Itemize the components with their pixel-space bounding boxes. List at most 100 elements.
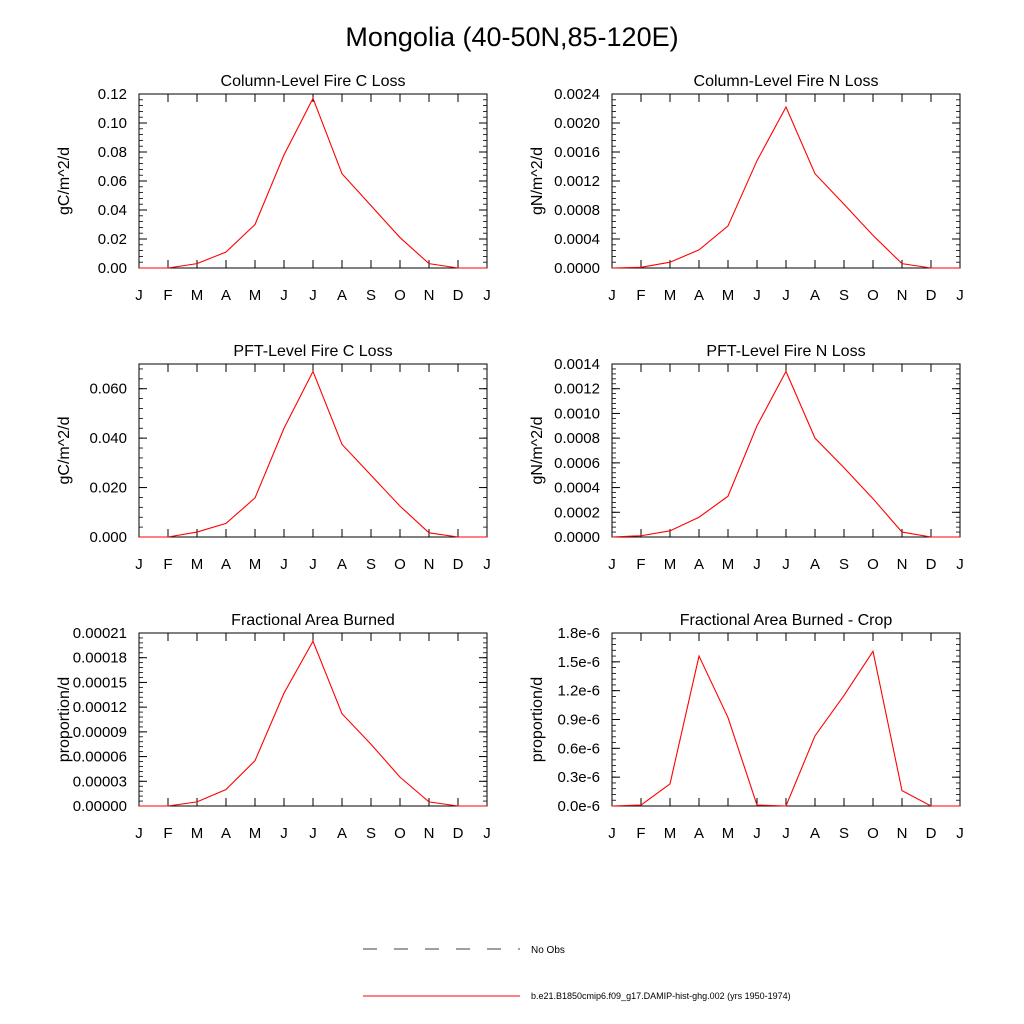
x-tick-label: A xyxy=(221,825,231,842)
y-axis-label: proportion/d xyxy=(529,677,546,762)
x-tick-label: J xyxy=(309,825,317,842)
x-tick-label: A xyxy=(694,556,704,573)
x-tick-label: M xyxy=(191,287,204,304)
x-tick-label: J xyxy=(483,287,491,304)
x-tick-label: A xyxy=(694,825,704,842)
plot-frame xyxy=(611,93,961,269)
x-tick-label: N xyxy=(424,556,435,573)
y-tick-label: 0.00015 xyxy=(73,674,127,691)
x-tick-label: A xyxy=(810,287,820,304)
y-tick-label: 1.8e-6 xyxy=(557,625,600,642)
series-line xyxy=(611,105,960,269)
x-tick-label: O xyxy=(394,556,406,573)
x-tick-label: J xyxy=(280,825,288,842)
series-line xyxy=(139,97,487,269)
y-tick-label: 0.0008 xyxy=(554,202,600,219)
series-line xyxy=(611,370,960,538)
y-tick-label: 0.00009 xyxy=(73,724,127,741)
x-tick-label: O xyxy=(867,287,879,304)
x-tick-label: J xyxy=(483,556,491,573)
y-tick-label: 0.020 xyxy=(89,480,127,497)
panel-title: Fractional Area Burned xyxy=(231,612,395,629)
x-tick-label: J xyxy=(280,287,288,304)
y-tick-label: 0.00021 xyxy=(73,625,127,642)
x-tick-label: M xyxy=(664,825,677,842)
x-tick-label: S xyxy=(366,556,376,573)
x-tick-label: J xyxy=(782,825,790,842)
y-tick-label: 0.0000 xyxy=(554,260,600,277)
x-tick-label: S xyxy=(366,825,376,842)
x-tick-label: D xyxy=(926,556,937,573)
y-tick-label: 0.08 xyxy=(98,144,127,161)
x-tick-label: S xyxy=(839,825,849,842)
x-tick-label: D xyxy=(926,825,937,842)
x-tick-label: A xyxy=(221,556,231,573)
x-tick-label: O xyxy=(394,287,406,304)
panel-title: PFT-Level Fire C Loss xyxy=(233,343,392,360)
y-tick-label: 0.00003 xyxy=(73,773,127,790)
x-tick-label: M xyxy=(664,287,677,304)
x-tick-label: N xyxy=(897,556,908,573)
chart-panel-6: Fractional Area Burned - Crop proportion/… xyxy=(529,612,964,842)
x-tick-label: N xyxy=(424,287,435,304)
x-tick-label: A xyxy=(337,825,347,842)
series-line xyxy=(611,649,960,807)
x-tick-label: A xyxy=(810,825,820,842)
y-tick-label: 0.0006 xyxy=(554,455,600,472)
y-tick-label: 1.2e-6 xyxy=(557,683,600,700)
x-tick-label: M xyxy=(191,825,204,842)
y-tick-label: 0.06 xyxy=(98,173,127,190)
y-tick-label: 0.0010 xyxy=(554,405,600,422)
y-tick-label: 0.3e-6 xyxy=(557,769,600,786)
y-axis-label: gC/m^2/d xyxy=(56,147,73,215)
plot-frame xyxy=(611,363,961,538)
plot-frame xyxy=(138,93,488,269)
x-tick-label: O xyxy=(867,825,879,842)
x-tick-label: F xyxy=(636,556,645,573)
x-tick-label: J xyxy=(135,556,143,573)
y-tick-label: 0.0012 xyxy=(554,381,600,398)
panel-title: PFT-Level Fire N Loss xyxy=(706,343,865,360)
y-tick-label: 0.0e-6 xyxy=(557,798,600,815)
y-axis-label: proportion/d xyxy=(56,677,73,762)
y-tick-label: 0.0000 xyxy=(554,529,600,546)
y-tick-label: 0.00 xyxy=(98,260,127,277)
x-tick-label: J xyxy=(483,825,491,842)
x-tick-label: J xyxy=(309,556,317,573)
y-tick-label: 0.10 xyxy=(98,115,127,132)
x-tick-label: D xyxy=(453,825,464,842)
x-tick-label: N xyxy=(897,287,908,304)
x-tick-label: A xyxy=(337,556,347,573)
panel-title: Fractional Area Burned - Crop xyxy=(680,612,893,629)
y-tick-label: 0.00000 xyxy=(73,798,127,815)
y-tick-label: 0.0004 xyxy=(554,480,600,497)
y-tick-label: 0.6e-6 xyxy=(557,740,600,757)
y-tick-label: 0.02 xyxy=(98,231,127,248)
y-axis-label: gN/m^2/d xyxy=(529,417,546,485)
x-tick-label: S xyxy=(839,287,849,304)
x-tick-label: J xyxy=(956,556,964,573)
y-tick-label: 0.0024 xyxy=(554,86,600,103)
x-tick-label: J xyxy=(753,825,761,842)
x-tick-label: A xyxy=(810,556,820,573)
x-tick-label: A xyxy=(694,287,704,304)
x-tick-label: A xyxy=(337,287,347,304)
x-tick-label: J xyxy=(309,287,317,304)
x-tick-label: F xyxy=(163,556,172,573)
x-tick-label: F xyxy=(163,825,172,842)
y-tick-label: 0.0012 xyxy=(554,173,600,190)
panel-title: Column-Level Fire N Loss xyxy=(694,73,879,90)
y-tick-label: 0.0008 xyxy=(554,430,600,447)
panel-title: Column-Level Fire C Loss xyxy=(221,73,406,90)
y-tick-label: 0.00012 xyxy=(73,699,127,716)
x-tick-label: M xyxy=(249,287,262,304)
x-tick-label: J xyxy=(782,556,790,573)
plot-frame xyxy=(138,632,488,807)
x-tick-label: M xyxy=(249,825,262,842)
x-tick-label: D xyxy=(453,287,464,304)
x-tick-label: M xyxy=(722,287,735,304)
